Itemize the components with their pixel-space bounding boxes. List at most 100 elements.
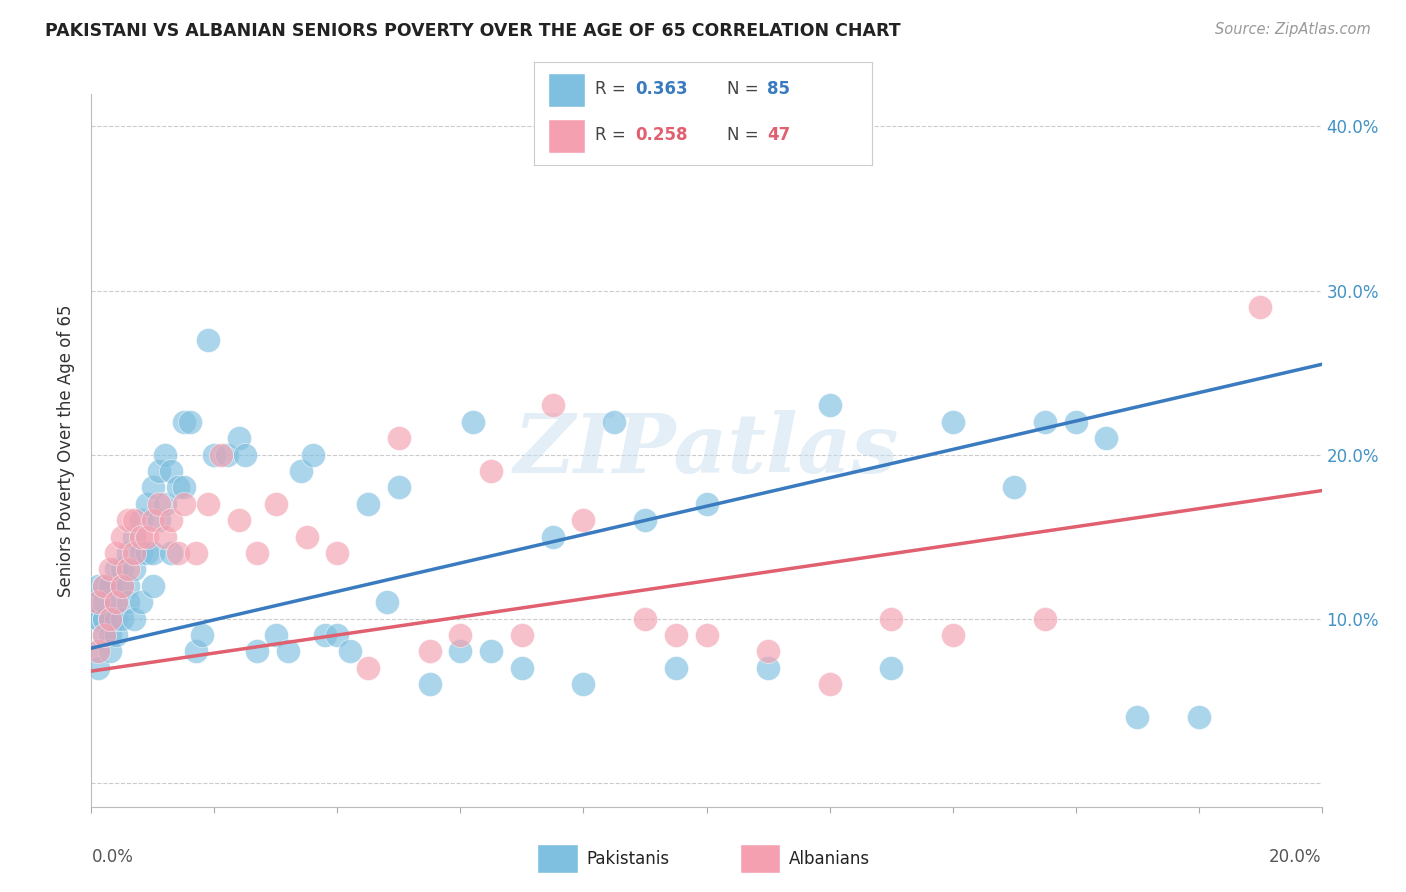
Point [301,448,323,462]
Point [1033,612,1056,626]
Point [105,628,127,642]
Point [880,612,903,626]
Point [111,562,134,576]
FancyBboxPatch shape [548,73,585,106]
Point [153,497,177,511]
Point [98,612,121,626]
Point [93,595,115,609]
Point [117,546,139,560]
Point [111,579,134,593]
Point [86,612,108,626]
Point [1249,300,1271,314]
Point [572,513,595,527]
Point [93,628,115,642]
Point [98,644,121,658]
Point [148,513,170,527]
Point [942,628,965,642]
Point [419,677,441,691]
Bar [740,844,780,873]
Point [603,415,626,429]
Point [111,530,134,544]
Point [86,595,108,609]
Point [880,661,903,675]
Point [86,644,108,658]
Point [479,464,502,478]
Text: Pakistanis: Pakistanis [586,849,669,868]
Point [634,513,657,527]
Point [86,644,108,658]
Point [1095,431,1118,445]
Point [105,595,127,609]
Point [197,497,219,511]
Point [510,628,533,642]
Text: N =: N = [727,127,763,145]
Point [357,661,380,675]
Point [160,546,183,560]
Point [86,612,108,626]
Y-axis label: Seniors Poverty Over the Age of 65: Seniors Poverty Over the Age of 65 [58,304,76,597]
Point [541,398,564,412]
Point [665,661,688,675]
Point [93,579,115,593]
Point [191,628,214,642]
Point [184,644,207,658]
Point [215,448,238,462]
Point [665,628,688,642]
Point [153,530,177,544]
Point [86,661,108,675]
Text: R =: R = [595,80,631,98]
Point [246,546,269,560]
Point [124,530,146,544]
Text: 0.363: 0.363 [636,80,688,98]
Point [135,546,157,560]
Point [93,612,115,626]
Point [117,595,139,609]
Point [510,661,533,675]
Point [86,579,108,593]
Point [98,628,121,642]
Point [942,415,965,429]
Point [314,628,336,642]
Text: N =: N = [727,80,763,98]
Point [105,595,127,609]
Point [818,398,841,412]
Point [148,497,170,511]
Point [756,661,779,675]
Point [173,480,195,494]
Point [326,546,349,560]
Point [129,546,152,560]
Point [129,513,152,527]
Point [153,448,177,462]
Point [135,497,157,511]
Point [111,579,134,593]
Point [124,612,146,626]
Point [117,562,139,576]
Point [756,644,779,658]
Point [184,546,207,560]
Point [449,644,471,658]
Point [634,612,657,626]
Point [228,513,250,527]
Point [142,546,165,560]
Point [124,562,146,576]
Point [160,464,183,478]
Point [142,579,165,593]
Point [166,480,188,494]
Text: Source: ZipAtlas.com: Source: ZipAtlas.com [1215,22,1371,37]
FancyBboxPatch shape [548,119,585,153]
Point [1187,710,1209,724]
Text: 20.0%: 20.0% [1270,848,1322,866]
Point [277,644,299,658]
Text: Albanians: Albanians [789,849,870,868]
Point [117,513,139,527]
Text: 47: 47 [768,127,790,145]
Point [339,644,361,658]
Point [105,562,127,576]
Point [98,579,121,593]
Bar [537,844,578,873]
Point [818,677,841,691]
Point [93,579,115,593]
Point [357,497,380,511]
Point [93,628,115,642]
Point [105,546,127,560]
